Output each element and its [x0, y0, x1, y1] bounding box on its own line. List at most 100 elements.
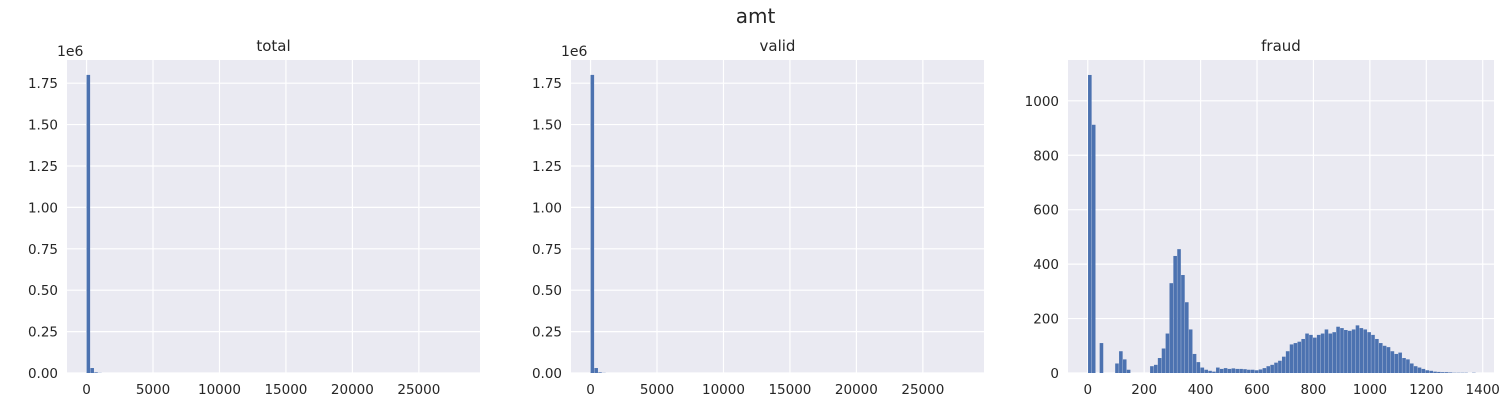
histogram-bar: [1429, 370, 1433, 373]
histogram-bar: [1250, 369, 1255, 373]
y-tick-label: 0.00: [532, 366, 562, 382]
histogram-bar: [1262, 368, 1267, 373]
histogram-bar: [1274, 362, 1278, 373]
x-tick-label: 200: [1131, 382, 1157, 398]
histogram-bar: [1332, 332, 1336, 373]
chart-panel-fraud: 0 200 400 600 800 1000 1200 1400 0 200 400 600 800 10…: [1025, 37, 1500, 398]
histogram-bar: [1390, 351, 1395, 373]
histogram-bar: [1266, 366, 1271, 373]
histogram-bar: [1212, 371, 1216, 373]
histogram-bar: [1196, 362, 1201, 373]
histogram-bar: [1208, 370, 1212, 373]
y-tick-label: 0.25: [532, 325, 562, 341]
histogram-bar: [1437, 371, 1441, 373]
y-tick-label: 1.50: [28, 118, 58, 134]
histogram-bar: [1169, 283, 1174, 373]
histogram-bar: [1216, 367, 1220, 373]
chart-panel-valid: 0 5000 10000 15000 20000 25000 0.00 0.25 0.50 0.7…: [532, 37, 990, 398]
y-tick-label: 0.25: [28, 325, 58, 341]
plot-area: [67, 60, 480, 373]
histogram-bar: [1115, 363, 1119, 373]
y-tick-label: 200: [1033, 312, 1059, 328]
histogram-bar: [1398, 352, 1402, 373]
histogram-bar: [1243, 369, 1247, 373]
chart-title: valid: [760, 37, 796, 55]
y-tick-label: 0.50: [532, 283, 562, 299]
histogram-bars: [590, 74, 606, 373]
histogram-bar: [1270, 364, 1274, 373]
histogram-bar: [1258, 369, 1263, 373]
histogram-bar: [590, 74, 595, 373]
histogram-bar: [1223, 368, 1228, 373]
histogram-bar: [1464, 372, 1468, 373]
histogram-bar: [1448, 372, 1453, 373]
x-tick-label: 800: [1301, 382, 1327, 398]
histogram-bar: [1285, 351, 1290, 373]
histogram-bar: [1301, 338, 1305, 373]
y-tick-label: 400: [1033, 257, 1059, 273]
histogram-bar: [1188, 329, 1193, 373]
y-tick-label: 600: [1033, 203, 1059, 219]
histogram-bar: [1247, 369, 1251, 373]
y-tick-label: 0.50: [28, 283, 58, 299]
histogram-bar: [94, 372, 98, 373]
histogram-bar: [1351, 329, 1356, 373]
x-tick-label: 0: [1083, 382, 1092, 398]
histogram-bar: [1227, 368, 1232, 373]
histogram-bar: [1371, 334, 1375, 373]
histogram-bar: [1386, 347, 1391, 373]
y-tick-label: 1.50: [532, 118, 562, 134]
x-tick-label: 10000: [702, 382, 745, 398]
plot-area: [571, 60, 984, 373]
histogram-bar: [1091, 124, 1096, 373]
y-tick-label: 1.00: [532, 200, 562, 216]
x-tick-label: 1200: [1409, 382, 1443, 398]
y-tick-label: 0.00: [28, 366, 58, 382]
y-tick-label: 1.75: [28, 76, 58, 92]
histogram-bar: [1297, 341, 1302, 373]
histogram-bar: [1157, 358, 1162, 373]
histogram-bar: [1150, 366, 1154, 373]
x-tick-label: 0: [82, 382, 91, 398]
y-tick-label: 0.75: [532, 242, 562, 258]
histogram-bars: [1088, 74, 1476, 373]
x-tick-label: 400: [1188, 382, 1214, 398]
histogram-bar: [1355, 325, 1360, 373]
chart-panel-total: 0 5000 10000 15000 20000 25000 0.00 0.25 0.50 0.7…: [28, 37, 486, 398]
histogram-bar: [1320, 333, 1325, 373]
y-offset-label: 1e6: [57, 44, 84, 60]
histogram-bar: [1421, 368, 1426, 373]
histogram-bar: [98, 372, 102, 373]
histogram-bar: [1472, 372, 1476, 373]
y-tick-label: 1.25: [532, 159, 562, 175]
y-tick-label: 1000: [1025, 94, 1059, 110]
histogram-bar: [1316, 334, 1321, 373]
histogram-bar: [1173, 255, 1177, 373]
histogram-bar: [1200, 367, 1205, 373]
histogram-bar: [594, 368, 598, 373]
x-tick-label: 10000: [198, 382, 241, 398]
histogram-bar: [1185, 302, 1189, 373]
histogram-bar: [1328, 333, 1333, 373]
y-tick-label: 1.00: [28, 200, 58, 216]
histogram-bar: [1161, 348, 1166, 373]
histogram-bar: [1417, 367, 1422, 373]
histogram-bar: [1235, 368, 1240, 373]
histogram-bar: [86, 74, 91, 373]
histogram-bar: [1231, 368, 1236, 373]
histogram-bar: [1324, 329, 1329, 373]
x-tick-label: 5000: [136, 382, 170, 398]
plot-area: [1068, 60, 1494, 373]
histogram-bar: [1181, 275, 1185, 373]
histogram-bar: [1444, 372, 1449, 373]
x-tick-label: 25000: [901, 382, 944, 398]
histogram-bar: [1344, 329, 1348, 373]
chart-title: total: [256, 37, 290, 55]
x-tick-label: 1000: [1353, 382, 1387, 398]
histogram-bar: [1204, 369, 1208, 373]
histogram-bar: [1219, 368, 1224, 373]
histogram-bar: [1088, 74, 1092, 373]
histogram-bar: [1165, 333, 1170, 373]
histogram-bar: [1122, 359, 1127, 373]
histogram-bar: [1413, 366, 1418, 373]
